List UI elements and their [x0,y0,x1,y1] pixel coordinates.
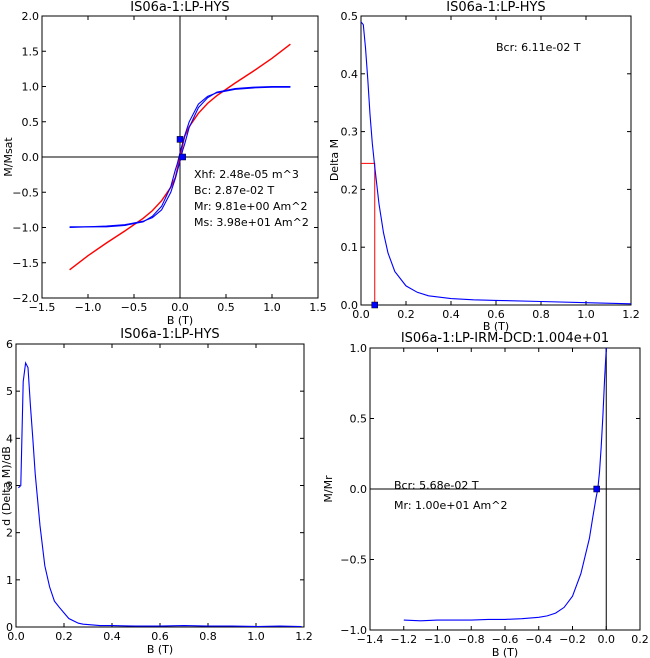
y-tick-label: 1.0 [22,81,40,94]
x-tick-label: −0.6 [492,633,519,646]
y-tick-label: 1.0 [350,342,368,355]
x-tick-label: −0.4 [525,633,552,646]
x-axis-label: B (T) [492,646,518,658]
series-line-1 [361,21,631,305]
data-marker [593,485,600,493]
y-tick-label: 3 [6,480,13,493]
y-tick-label: 0.5 [350,413,368,426]
x-axis-label: B (T) [147,643,173,656]
plot-frame [15,343,305,628]
plot-frame [360,15,632,306]
series-line-3 [69,86,291,229]
x-tick-label: 1.2 [622,308,640,321]
y-tick-label: −2.0 [12,292,39,305]
x-tick-label: −0.5 [121,301,148,314]
x-tick-label: 0.2 [55,630,73,643]
x-tick-label: −1.2 [390,633,417,646]
y-tick-label: 0.0 [350,483,368,496]
x-tick-label: 0.8 [199,630,217,643]
y-tick-label: 0.0 [22,151,40,164]
plot-area [18,361,302,627]
x-tick-label: −1.5 [29,301,56,314]
y-tick-label: 0.0 [341,299,359,312]
x-tick-label: 0.4 [103,630,121,643]
x-tick-label: 1.5 [309,301,327,314]
y-axis-label: Delta M [328,139,341,181]
x-tick-label: 0.8 [532,308,550,321]
data-marker [179,153,186,161]
y-tick-label: 0.1 [341,241,359,254]
data-marker [371,301,378,309]
x-tick-label: 1.0 [577,308,595,321]
y-tick-label: 6 [6,338,13,351]
x-axis-label: B (T) [167,314,193,327]
chart-panel-2: 0.0 0.2 0.4 0.6 0.8 1.0 1.2 0.0 0.1 0.2 0.3 0.4 0.5 I… [328,0,640,333]
y-tick-label: −1.0 [340,624,367,637]
x-tick-label: 0.0 [352,308,370,321]
y-tick-label: 0 [6,621,13,634]
x-tick-label: −1.0 [75,301,102,314]
chart-panel-3: 0.0 0.2 0.4 0.6 0.8 1.0 1.2 0 1 2 3 4 5 6 IS06a-1:LP-H… [0,327,313,656]
y-tick-label: 1.5 [22,45,40,58]
x-tick-label: 0.0 [7,630,25,643]
x-tick-label: 0.2 [397,308,415,321]
y-tick-label: 0.5 [22,116,40,129]
series-line-1 [403,348,607,622]
y-tick-label: 0.4 [341,68,359,81]
chart-title: IS06a-1:LP-HYS [120,327,219,342]
annotation-text: Mr: 1.00e+01 Am^2 [394,499,507,512]
y-axis-label: M/Msat [2,137,15,177]
x-tick-label: 1.0 [247,630,265,643]
annotation-text: Bcr: 6.11e-02 T [496,41,581,54]
x-tick-label: 0.0 [171,301,189,314]
annotation-text: Ms: 3.98e+01 Am^2 [194,216,309,229]
y-tick-label: 0.5 [341,10,359,23]
chart-title: IS06a-1:LP-IRM-DCD:1.004e+01 [401,331,609,346]
chart-panel-4: −1.4 −1.2 −1.0 −0.8 −0.6 −0.4 −0.2 0.0 0.2 −1.0 −0… [322,331,649,658]
y-tick-label: −1.5 [12,257,39,270]
x-tick-label: −1.4 [357,633,384,646]
x-tick-label: 0.6 [151,630,169,643]
y-tick-label: −0.5 [340,554,367,567]
y-tick-label: 2.0 [22,10,40,23]
y-axis-label: d (Delta M)/dB [0,446,13,526]
y-tick-label: −1.0 [12,222,39,235]
annotation-text: Mr: 9.81e+00 Am^2 [194,200,307,213]
x-tick-label: 1.0 [263,301,281,314]
y-tick-label: 4 [6,432,13,445]
annotation-text: Bc: 2.87e-02 T [194,184,275,197]
data-marker [176,136,184,143]
annotation-text: Bcr: 5.68e-02 T [394,479,479,492]
annotation-text: Xhf: 2.48e-05 m^3 [194,168,299,181]
x-tick-label: 0.6 [487,308,505,321]
chart-panel-1: −1.5 −1.0 −0.5 0.0 0.5 1.0 1.5−2.0−1.5−1.0−0.5… [2,0,327,327]
x-tick-label: 0.5 [217,301,235,314]
x-tick-label: −0.2 [559,633,586,646]
x-tick-label: −0.8 [458,633,485,646]
chart-title: IS06a-1:LP-HYS [446,0,545,15]
y-tick-label: 5 [6,385,13,398]
x-tick-label: 0.2 [631,633,649,646]
y-axis-label: M/Mr [322,475,335,503]
chart-title: IS06a-1:LP-HYS [130,0,229,15]
series-line-1 [18,361,302,627]
x-tick-label: 0.4 [442,308,460,321]
x-axis-label: B (T) [483,320,509,333]
y-tick-label: 0.3 [341,126,359,139]
y-tick-label: −0.5 [12,186,39,199]
bcr-reference-line [361,162,376,305]
x-tick-label: 1.2 [295,630,313,643]
y-tick-label: 1 [6,574,13,587]
y-tick-label: 0.2 [341,183,359,196]
x-tick-label: −1.0 [424,633,451,646]
plot-area [361,21,631,305]
x-tick-label: 0.0 [598,633,616,646]
y-tick-label: 2 [6,527,13,540]
